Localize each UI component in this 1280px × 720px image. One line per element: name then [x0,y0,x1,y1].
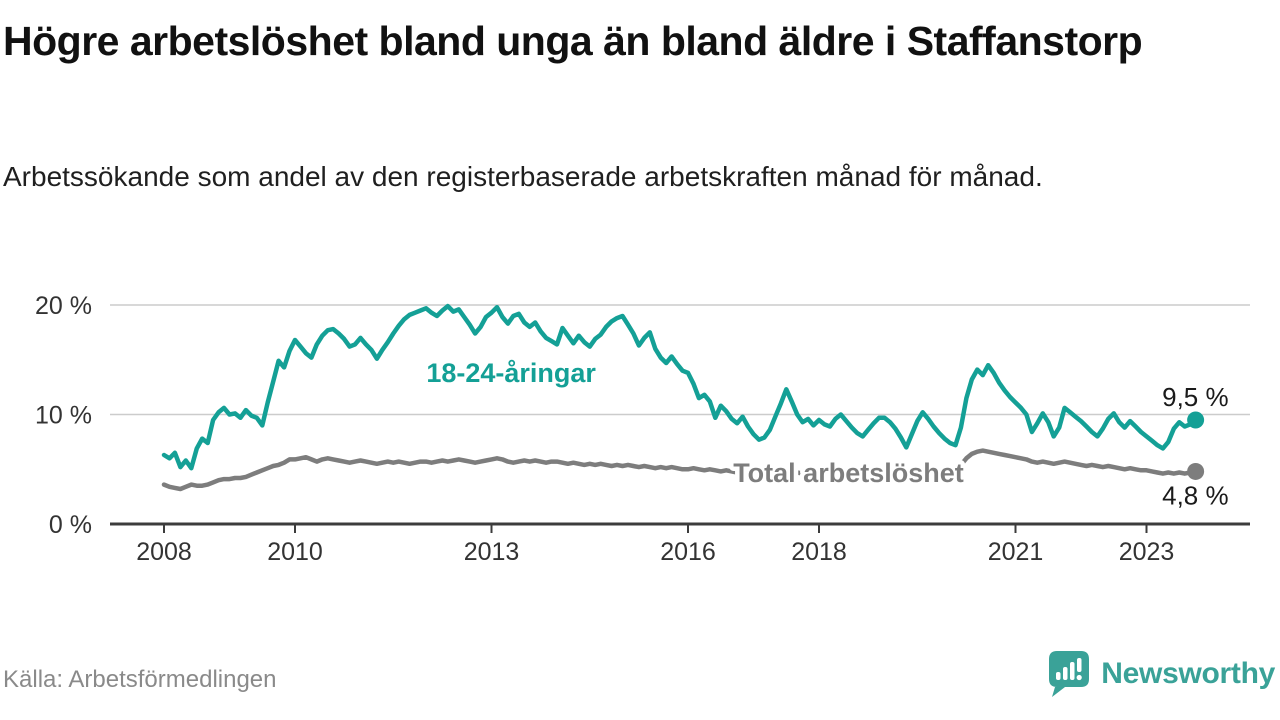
series-end-dot [1187,411,1205,429]
series-label: Total arbetslöshet [733,458,964,488]
brand-name: Newsworthy [1101,657,1275,690]
series-line-total-arbetsl-shet [161,448,1198,492]
x-axis-tick-label: 2008 [136,538,192,566]
source-note: Källa: Arbetsförmedlingen [3,666,277,693]
chart-title: Högre arbetslöshet bland unga än bland ä… [3,18,1143,64]
y-axis-tick-label: 20 % [35,292,92,320]
series-end-value-label: 4,8 % [1162,480,1229,510]
newsworthy-logo: Newsworthy [1047,650,1275,698]
x-axis-tick-label: 2023 [1119,538,1175,566]
x-axis-tick-label: 2016 [660,538,716,566]
series-line-18-24-ringar [161,303,1198,471]
x-axis-tick-label: 2010 [267,538,323,566]
y-axis-tick-label: 10 % [35,402,92,430]
series-end-value-label: 9,5 % [1162,382,1229,412]
newsworthy-bubble-icon [1049,651,1090,697]
x-axis-tick-label: 2018 [791,538,847,566]
series-end-dot [1187,462,1205,480]
chart-subtitle: Arbetssökande som andel av den registerb… [3,161,1043,192]
x-axis-tick-label: 2021 [988,538,1044,566]
x-axis-tick-label: 2013 [464,538,520,566]
series-label: 18-24-åringar [426,358,596,388]
y-axis-tick-label: 0 % [49,511,92,539]
